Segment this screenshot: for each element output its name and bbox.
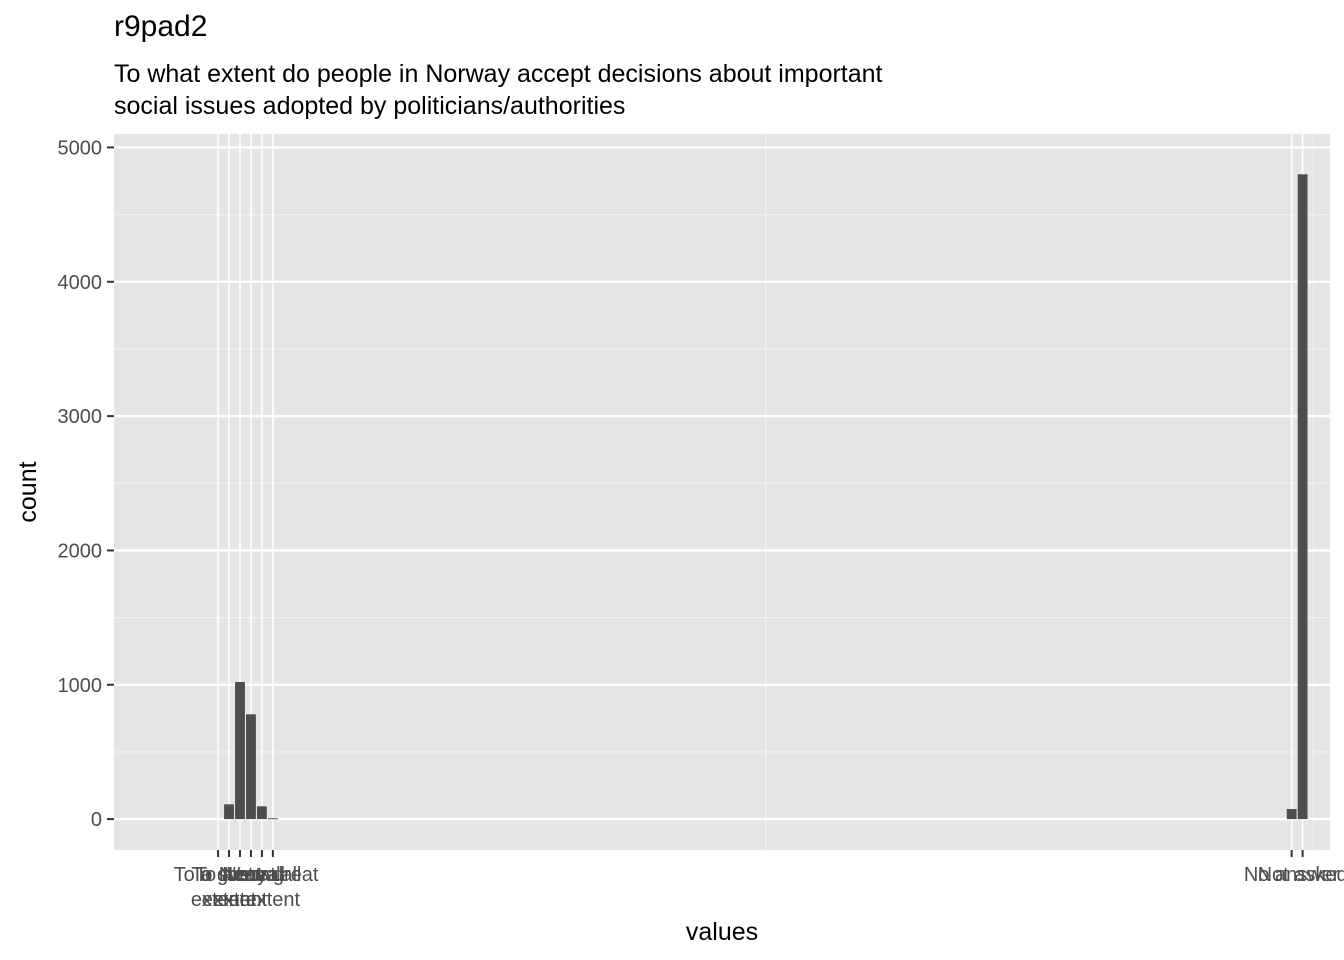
y-tick-label: 2000 [58,540,103,562]
bar [246,714,256,820]
chart-subtitle: To what extent do people in Norway accep… [114,58,1214,122]
y-tick-label: 0 [91,809,102,831]
y-axis: 0 1000 2000 3000 4000 5000 [58,137,114,831]
bars [224,174,1308,820]
bar [224,804,234,820]
y-tick-label: 4000 [58,272,103,294]
x-tick-label: To a great extent [174,864,263,911]
chart-subtitle-line-2: social issues adopted by politicians/aut… [114,92,626,120]
x-tick-label: Not asked [1258,864,1344,886]
bar [235,682,245,820]
y-tick-label: 1000 [58,675,103,697]
grid-minor [114,134,1330,850]
chart-subtitle-line-1: To what extent do people in Norway accep… [114,60,883,88]
x-tick-label: To a small extent [195,864,285,911]
plot-panel [114,134,1330,850]
bar [256,806,267,820]
bar [1286,809,1297,820]
y-axis-title: count [14,461,42,522]
y-tick-label: 3000 [58,406,103,428]
bar [1297,174,1308,820]
chart-title: r9pad2 [114,10,208,43]
x-tick-label: Neutral [219,864,283,886]
x-tick-label: Very great extent [227,864,319,911]
x-tick-label: To some extent [191,864,267,911]
bar [267,818,278,820]
y-tick-label: 5000 [58,137,103,159]
x-tick-label: No answer [1244,864,1340,886]
x-tick-label: Not at all [222,864,301,886]
x-axis-title: values [686,918,758,946]
